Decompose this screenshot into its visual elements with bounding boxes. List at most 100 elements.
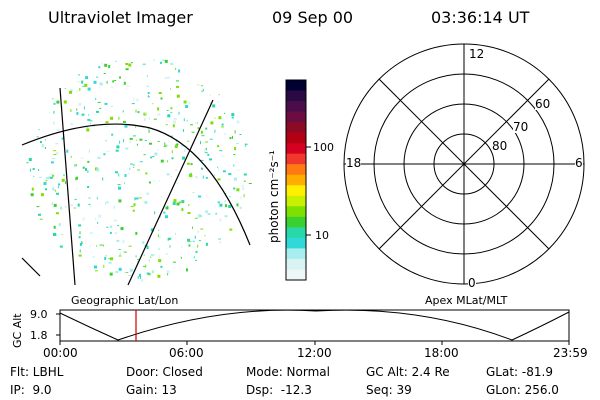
uv-speckle <box>236 203 239 207</box>
uv-speckle <box>30 193 34 197</box>
uv-speckle <box>135 109 137 113</box>
uv-speckle <box>89 205 91 208</box>
uv-speckle <box>128 245 132 247</box>
uv-speckle <box>104 126 108 127</box>
uv-speckle <box>54 189 56 192</box>
uv-speckle <box>187 238 191 242</box>
uv-speckle <box>207 213 211 215</box>
uv-speckle <box>118 199 122 203</box>
uv-speckle <box>123 120 126 123</box>
uv-speckle <box>104 102 108 105</box>
uv-speckle <box>219 150 223 152</box>
uv-speckle <box>63 174 65 176</box>
uv-speckle <box>70 204 74 207</box>
uv-speckle <box>118 249 121 250</box>
uv-speckle <box>201 85 203 87</box>
uv-speckle <box>205 176 208 179</box>
uv-speckle <box>59 245 63 248</box>
colorbar-segment <box>286 216 306 228</box>
uv-speckle <box>146 246 149 249</box>
uv-speckle <box>182 129 184 132</box>
uv-speckle <box>127 173 130 174</box>
status-dsp: Dsp: -12.3 <box>246 383 312 397</box>
uv-speckle <box>197 83 200 86</box>
uv-speckle <box>158 248 160 250</box>
uv-speckle <box>214 129 216 133</box>
uv-speckle <box>108 65 111 69</box>
mlt-label-6: 6 <box>575 156 583 170</box>
uv-speckle <box>88 204 91 205</box>
uv-speckle <box>245 143 247 147</box>
colorbar-segment <box>286 248 306 260</box>
uv-speckle <box>157 107 160 111</box>
uv-speckle <box>116 239 120 242</box>
uv-speckle <box>173 120 176 124</box>
uv-speckle <box>50 173 53 175</box>
uv-speckle <box>135 269 137 272</box>
uv-speckle <box>188 204 190 207</box>
uv-speckle <box>106 150 110 152</box>
uv-speckle <box>118 116 120 120</box>
uv-speckle <box>164 77 167 79</box>
uv-speckle <box>79 242 82 246</box>
uv-speckle <box>209 138 213 140</box>
uv-speckle <box>221 155 225 157</box>
uv-speckle <box>133 166 135 168</box>
uv-speckle <box>99 107 102 109</box>
uv-speckle <box>165 215 168 219</box>
status-filter: Flt: LBHL <box>10 365 64 379</box>
uv-speckle <box>139 273 141 277</box>
uv-speckle <box>167 237 169 241</box>
uv-speckle <box>82 217 85 221</box>
uv-speckle <box>128 275 132 276</box>
uv-speckle <box>219 241 222 244</box>
uv-speckle <box>79 231 81 235</box>
uv-speckle <box>115 271 119 273</box>
uv-speckle <box>88 114 90 116</box>
uv-speckle <box>45 180 48 182</box>
uv-speckle <box>114 232 118 235</box>
uv-speckle <box>143 254 145 256</box>
uv-speckle <box>96 197 98 200</box>
uv-speckle <box>243 194 245 198</box>
uv-speckle <box>53 150 57 152</box>
uv-speckle <box>239 134 242 135</box>
uv-speckle <box>198 195 202 198</box>
uv-speckle <box>41 144 44 148</box>
uv-speckle <box>205 210 208 213</box>
uv-speckle <box>26 162 29 164</box>
uv-speckle <box>81 241 83 245</box>
uv-speckle <box>210 121 214 125</box>
uv-speckle <box>218 168 219 172</box>
uv-speckle <box>150 228 154 232</box>
date-label: 09 Sep 00 <box>272 8 354 27</box>
uv-speckle <box>147 96 150 98</box>
uv-speckle <box>167 160 169 163</box>
uv-speckle <box>170 175 172 178</box>
uv-speckle <box>135 126 136 128</box>
uv-speckle <box>53 121 55 125</box>
uv-speckle <box>219 203 223 207</box>
uv-speckle <box>164 59 168 63</box>
x-tick-label-1200: 12:00 <box>297 346 332 360</box>
uv-speckle <box>142 265 146 267</box>
instrument-title: Ultraviolet Imager <box>48 8 193 27</box>
uv-speckle <box>157 149 159 151</box>
uv-speckle <box>146 192 149 195</box>
uv-speckle <box>49 176 53 179</box>
uv-speckle <box>243 173 247 176</box>
uv-speckle <box>205 141 209 143</box>
uv-speckle <box>81 80 84 84</box>
uv-speckle <box>70 109 72 113</box>
uv-speckle <box>157 113 161 116</box>
uv-speckle <box>135 197 139 200</box>
uv-speckle <box>194 217 198 219</box>
uv-speckle <box>110 257 114 261</box>
uv-speckle <box>96 168 100 172</box>
uv-speckle <box>102 177 104 181</box>
uv-speckle <box>175 183 178 185</box>
uv-speckle <box>204 148 208 152</box>
uv-speckle <box>53 110 55 114</box>
uv-speckle <box>123 139 125 143</box>
